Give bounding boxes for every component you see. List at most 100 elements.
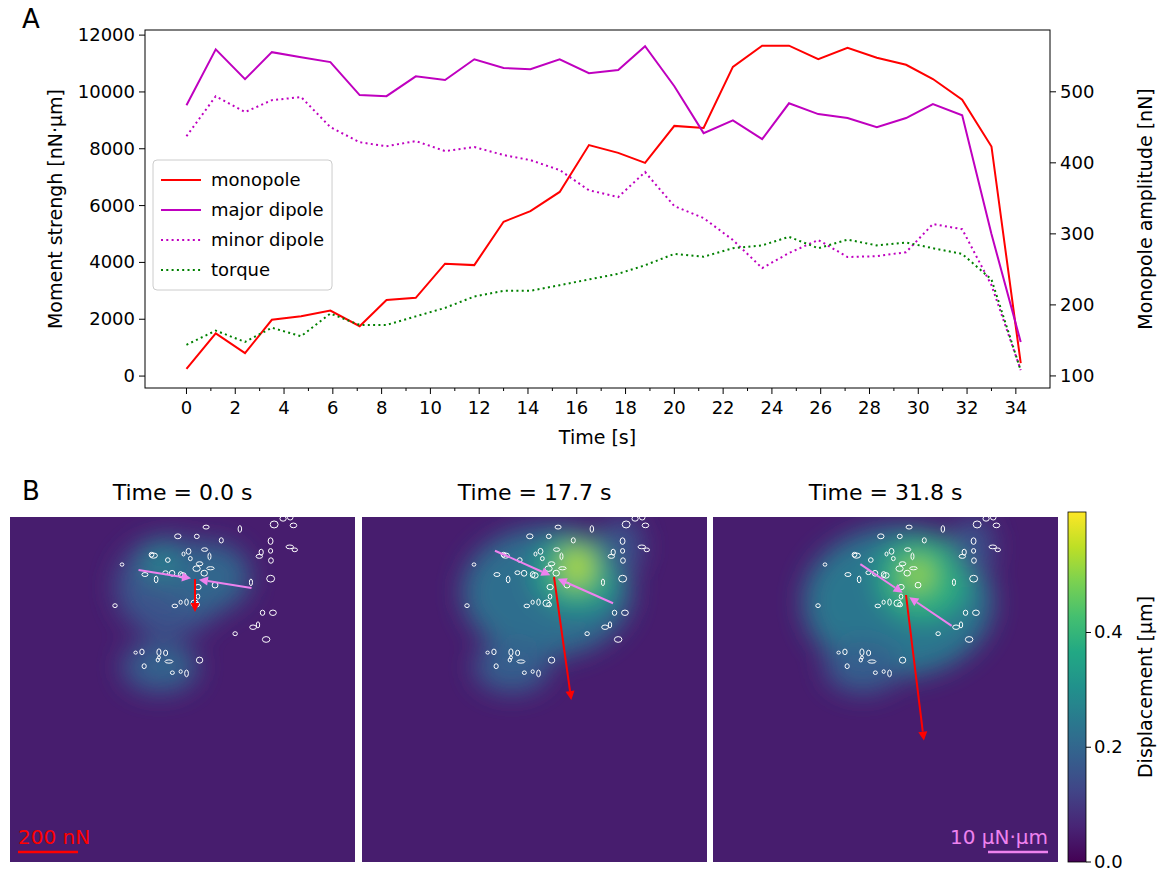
dipole-arrow-head [181, 573, 191, 582]
map-background [713, 517, 1058, 862]
adhesion-contour [619, 575, 627, 582]
adhesion-contour [509, 649, 513, 656]
adhesion-contour [571, 538, 575, 543]
monopole-arrow-head [191, 603, 200, 612]
adhesion-contour [952, 579, 955, 586]
adhesion-contour [538, 548, 543, 554]
x-tick-label: 0 [181, 397, 192, 418]
adhesion-contour [537, 599, 541, 605]
adhesion-contour [262, 637, 270, 643]
adhesion-contour [249, 579, 252, 586]
y-tick-label: 12000 [78, 24, 135, 45]
adhesion-contour [290, 523, 297, 528]
adhesion-contour [894, 600, 901, 607]
adhesion-contour [260, 610, 264, 615]
monopole-arrow-shaft [906, 595, 923, 732]
adhesion-contour [620, 549, 624, 554]
x-tick-label: 8 [376, 397, 387, 418]
colorbar [1068, 512, 1086, 862]
adhesion-contour [548, 657, 554, 663]
legend-label: major dipole [211, 199, 324, 220]
x-tick-label: 4 [278, 397, 289, 418]
adhesion-contour [888, 670, 892, 677]
colorbar-tick-label: 0.0 [1094, 851, 1123, 872]
adhesion-contour [256, 622, 259, 628]
adhesion-contour [113, 604, 117, 608]
adhesion-contour [590, 526, 594, 533]
y-axis-title: Moment strengh [nN·µm] [44, 89, 66, 329]
adhesion-contour [873, 671, 877, 675]
adhesion-contour [149, 552, 154, 557]
x-tick [479, 388, 480, 394]
y2-tick-label: 200 [1060, 294, 1094, 315]
x-tick-label: 22 [712, 397, 735, 418]
adhesion-contour [843, 649, 847, 655]
x-tick-label: 12 [468, 397, 491, 418]
adhesion-contour [250, 625, 257, 629]
adhesion-contour [465, 604, 469, 608]
adhesion-contour [983, 517, 989, 521]
adhesion-contour [965, 637, 973, 643]
adhesion-contour [219, 538, 223, 543]
x-tick-label: 24 [760, 397, 783, 418]
monopole-arrow [554, 577, 574, 700]
adhesion-contour [899, 657, 905, 663]
adhesion-contour [554, 548, 560, 552]
colorbar-tick [1086, 632, 1091, 633]
y-tick-label: 0 [124, 365, 135, 386]
legend-swatch [161, 239, 201, 241]
x-tick [918, 388, 919, 394]
adhesion-contour [517, 660, 525, 663]
adhesion-contour [494, 573, 500, 577]
adhesion-contour [868, 558, 873, 563]
adhesion-contour [632, 517, 638, 521]
dipole-arrow-head [893, 584, 903, 593]
x-tick [820, 388, 821, 394]
adhesion-contour [154, 576, 158, 583]
adhesion-contour [904, 570, 911, 576]
y-tick [139, 319, 145, 320]
adhesion-contour [185, 599, 189, 605]
plot-frame [145, 30, 1050, 388]
dipole-arrow-head [540, 568, 550, 576]
dipole-arrow [199, 577, 252, 588]
adhesion-contour [196, 594, 200, 599]
map-blobs [115, 537, 250, 693]
adhesion-contour [179, 600, 182, 604]
y2-tick-label: 400 [1060, 152, 1094, 173]
adhesion-contour [936, 632, 940, 636]
x-tick-label: 2 [230, 397, 241, 418]
x-tick [967, 388, 968, 394]
dipole-arrow-shaft [566, 582, 613, 603]
adhesion-contour [608, 622, 611, 628]
adhesion-contour [186, 548, 191, 554]
adhesion-contour [546, 534, 551, 538]
adhesion-contour [527, 534, 533, 539]
y-tick [139, 262, 145, 263]
y2-tick [1050, 162, 1056, 163]
adhesion-contour [899, 562, 906, 566]
map-background [362, 517, 707, 862]
legend-swatch [161, 209, 201, 211]
adhesion-contour [585, 632, 589, 636]
adhesion-contour [494, 664, 498, 669]
adhesion-contour [201, 570, 208, 576]
adhesion-contour [269, 558, 274, 563]
x-tick-label: 16 [565, 397, 588, 418]
adhesion-contour [906, 525, 912, 529]
adhesion-contour [883, 573, 889, 579]
adhesion-contour [559, 567, 566, 570]
x-tick [527, 388, 528, 394]
dipole-arrow-head [909, 597, 919, 606]
panel-letter: B [22, 476, 40, 506]
adhesion-contour [941, 526, 945, 533]
adhesion-contour [885, 552, 888, 556]
adhesion-contour [150, 553, 158, 558]
adhesion-contour [891, 556, 895, 560]
map-blob [903, 559, 933, 591]
panel-title: Time = 17.7 s [457, 480, 612, 505]
adhesion-contour [175, 534, 181, 539]
y2-tick-label: 100 [1060, 365, 1094, 386]
adhesion-contour [157, 649, 161, 656]
x-tick-label: 10 [419, 397, 442, 418]
